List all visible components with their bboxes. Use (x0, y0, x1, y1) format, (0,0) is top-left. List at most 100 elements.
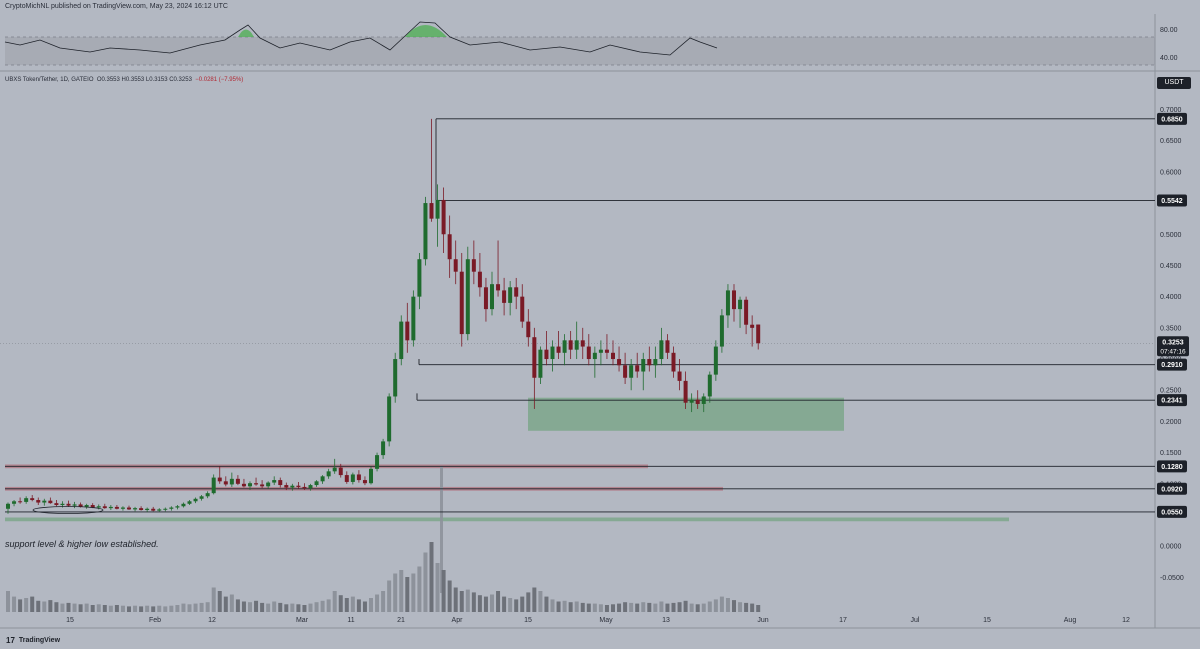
candle-body (181, 503, 186, 507)
volume-bar (393, 573, 398, 612)
candle-body (738, 299, 743, 310)
rsi-tick-40: 40.00 (1160, 55, 1178, 62)
price-tick-label: 0.2000 (1160, 419, 1182, 426)
volume-bar (574, 601, 579, 612)
candle-body (163, 508, 168, 510)
volume-bar (114, 605, 119, 612)
volume-bar (284, 604, 289, 612)
volume-bar (369, 598, 373, 612)
candle-body (381, 441, 386, 456)
candle-body (260, 484, 265, 487)
level-badge-label: 0.2910 (1161, 362, 1183, 369)
candle-body (471, 259, 476, 272)
volume-bar (659, 601, 664, 612)
time-tick-label: Feb (149, 617, 161, 624)
candle-body (399, 321, 404, 360)
volume-bar (471, 592, 476, 612)
volume-bar (459, 591, 464, 612)
volume-bar (453, 587, 458, 612)
candle-body (532, 337, 537, 378)
candle-body (18, 501, 23, 503)
candle-body (30, 498, 35, 501)
candle-body (78, 504, 83, 507)
volume-bar (36, 600, 41, 612)
time-tick-label: 21 (397, 617, 405, 624)
candle-body (338, 467, 343, 476)
volume-bar (544, 596, 549, 612)
candle-body (429, 203, 434, 219)
tradingview-brand: TradingView (18, 637, 61, 644)
price-tick-label: 0.3500 (1160, 325, 1182, 332)
volume-bar (181, 603, 186, 612)
candle-body (617, 359, 622, 366)
volume-bar (235, 599, 240, 612)
volume-bar (423, 552, 428, 612)
volume-bar (695, 604, 700, 612)
volume-bar (641, 602, 646, 612)
candle-body (344, 475, 349, 482)
volume-bar (60, 603, 65, 612)
candle-body (623, 365, 628, 378)
level-badge (1157, 482, 1187, 495)
volume-bar (429, 542, 434, 612)
candle-body (544, 349, 549, 360)
volume-bar (78, 604, 83, 612)
symbol-ohlc: O0.3553 H0.3553 L0.3153 C0.3253 (96, 77, 192, 83)
candle-body (568, 340, 573, 350)
volume-bar (229, 594, 234, 612)
candle-body (629, 365, 634, 378)
current-price-badge (1157, 336, 1189, 357)
volume-bar (744, 602, 749, 612)
candle-body (175, 506, 180, 508)
candle-body (314, 481, 319, 486)
candle-body (441, 199, 446, 235)
candle-body (326, 471, 331, 477)
candle-body (24, 498, 29, 502)
volume-bar (108, 605, 113, 612)
currency-badge[interactable]: USDT (1157, 77, 1191, 89)
candle-body (60, 503, 65, 506)
volume-bar (417, 566, 422, 612)
candle-body (6, 503, 10, 509)
volume-bar (320, 600, 325, 612)
candle-body (538, 349, 543, 378)
volume-bar (671, 602, 676, 612)
candle-body (683, 380, 688, 403)
volume-bar (30, 596, 35, 612)
volume-bar (725, 598, 730, 612)
candle-body (84, 505, 89, 507)
volume-bar (405, 577, 410, 612)
level-badge-label: 0.0550 (1161, 509, 1183, 516)
candle-body (369, 468, 373, 484)
candle-body (520, 296, 525, 322)
tradingview-mark-icon: 17 (6, 636, 15, 645)
volume-bar (308, 603, 313, 612)
candle-body (677, 371, 682, 381)
candle-body (114, 506, 119, 509)
candle-body (350, 474, 355, 482)
candle-body (405, 321, 410, 341)
volume-bar (42, 601, 47, 612)
time-tick-label: May (599, 617, 613, 624)
volume-bar (120, 605, 125, 612)
candle-body (223, 481, 228, 485)
candle-body (332, 467, 337, 472)
level-badge (1157, 394, 1187, 407)
time-tick-label: 15 (524, 617, 532, 624)
price-tick-label: 0.0000 (1160, 544, 1182, 551)
volume-bar (356, 599, 361, 612)
candle-body (550, 346, 555, 360)
volume-bar (102, 605, 107, 612)
candle-body (453, 259, 458, 272)
symbol-info: UBXS Token/Tether, 1D, GATEIO O0.3553 H0… (5, 77, 243, 83)
time-tick-label: 11 (347, 617, 354, 624)
time-tick-label: 13 (662, 617, 670, 624)
candle-body (465, 259, 470, 335)
candle-body (96, 506, 101, 508)
volume-bar (278, 602, 283, 612)
volume-bar (617, 603, 622, 612)
candle-body (199, 496, 204, 499)
volume-bar (54, 602, 59, 612)
volume-bar (532, 587, 537, 612)
